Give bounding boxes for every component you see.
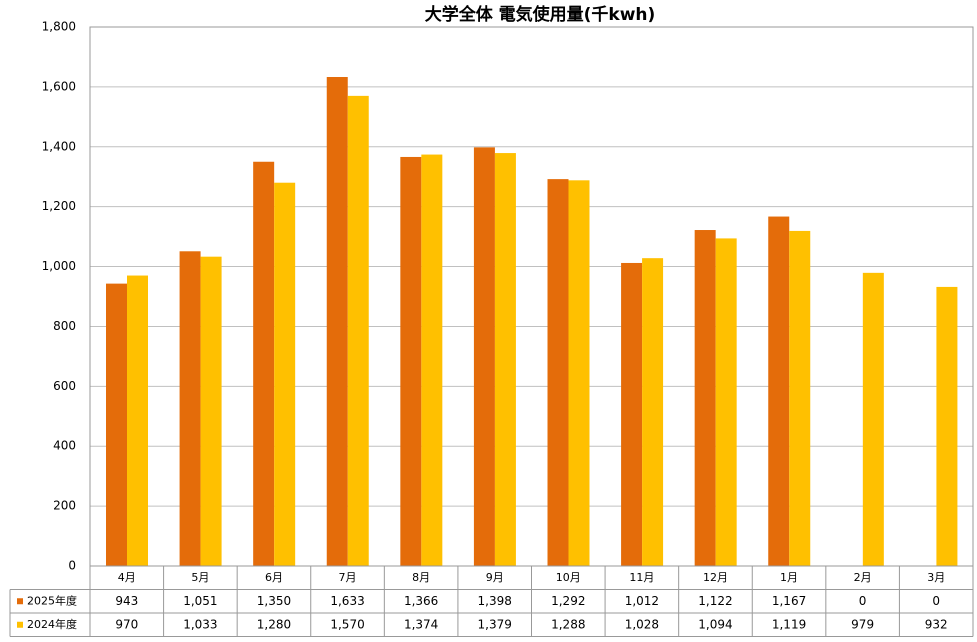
x-tick-label: 1月 [780, 571, 798, 584]
bar [642, 258, 664, 566]
y-tick-label: 1,000 [42, 259, 76, 273]
y-tick-label: 400 [53, 439, 76, 453]
table-value: 943 [115, 594, 138, 608]
legend-label: 2024年度 [27, 617, 77, 631]
bar [694, 230, 716, 567]
x-tick-label: 10月 [556, 571, 581, 584]
bar [200, 256, 222, 566]
bar [400, 156, 422, 566]
table-value: 1,288 [551, 617, 585, 631]
table-value: 979 [851, 617, 874, 631]
bar [421, 154, 443, 566]
bar [473, 147, 495, 567]
x-tick-label: 7月 [339, 571, 357, 584]
table-value: 1,292 [551, 594, 585, 608]
table-value: 1,012 [625, 594, 659, 608]
legend-label: 2025年度 [27, 593, 77, 607]
bar [621, 262, 643, 566]
chart-title: 大学全体 電気使用量(千kwh) [425, 4, 656, 25]
y-tick-label: 1,200 [42, 199, 76, 213]
y-tick-label: 1,600 [42, 79, 76, 93]
bar [127, 275, 148, 566]
table-value: 1,051 [183, 594, 217, 608]
x-tick-label: 11月 [629, 571, 654, 584]
y-tick-label: 800 [53, 319, 76, 333]
table-value: 1,033 [183, 617, 217, 631]
table-value: 1,366 [404, 594, 438, 608]
table-value: 1,570 [330, 617, 364, 631]
legend-swatch [17, 621, 23, 628]
y-tick-label: 1,800 [42, 20, 76, 34]
x-tick-label: 4月 [118, 571, 136, 584]
bar [347, 95, 369, 566]
bar [789, 230, 811, 566]
table-value: 1,028 [625, 617, 659, 631]
x-tick-label: 8月 [412, 571, 430, 584]
bar [106, 283, 127, 566]
table-value: 1,119 [772, 617, 806, 631]
table-value: 1,094 [698, 617, 732, 631]
table-value: 1,122 [698, 594, 732, 608]
x-tick-label: 9月 [486, 571, 504, 584]
x-tick-label: 6月 [265, 571, 283, 584]
legend-swatch [17, 598, 23, 605]
y-tick-label: 1,400 [42, 139, 76, 153]
table-value: 970 [115, 617, 138, 631]
table-value: 0 [932, 594, 940, 608]
table-value: 0 [859, 594, 867, 608]
table-value: 1,350 [257, 594, 291, 608]
x-tick-label: 3月 [927, 571, 945, 584]
y-tick-label: 200 [53, 499, 76, 513]
bar [715, 238, 737, 566]
bar [936, 286, 958, 566]
bar [326, 77, 348, 566]
y-tick-label: 600 [53, 379, 76, 393]
table-value: 1,280 [257, 617, 291, 631]
table-value: 1,633 [330, 594, 364, 608]
table-value: 1,398 [478, 594, 512, 608]
bar [179, 251, 201, 567]
table-value: 1,167 [772, 594, 806, 608]
table-value: 932 [925, 617, 948, 631]
x-tick-label: 12月 [703, 571, 728, 584]
bar [253, 161, 275, 566]
bar [547, 179, 569, 566]
bar [568, 180, 590, 566]
table-value: 1,374 [404, 617, 438, 631]
bar [862, 272, 884, 566]
bar [768, 216, 790, 566]
x-tick-label: 5月 [191, 571, 209, 584]
bar [494, 153, 516, 567]
table-value: 1,379 [478, 617, 512, 631]
bar [274, 182, 296, 566]
x-tick-label: 2月 [854, 571, 872, 584]
y-tick-label: 0 [68, 559, 76, 573]
